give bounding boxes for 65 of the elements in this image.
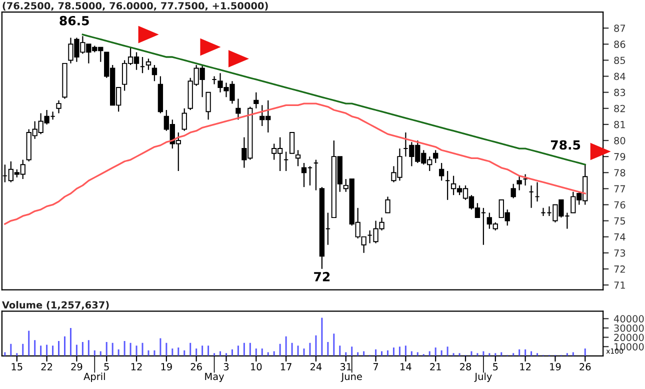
- y-tick-label: 72: [614, 265, 625, 273]
- y-tick-label: 80: [614, 136, 626, 144]
- y-tick-label: 83: [614, 88, 626, 96]
- y-tick-label: 81: [614, 120, 625, 128]
- candlestick: [182, 108, 187, 132]
- y-tick-label: 79: [614, 153, 626, 160]
- candlestick: [146, 58, 152, 70]
- y-tick-label: 87: [614, 24, 626, 32]
- candlestick: [152, 64, 158, 82]
- y-tick-label: 10000: [614, 343, 644, 350]
- candlestick: [385, 196, 390, 214]
- y-tick-label: 78: [614, 169, 626, 176]
- candlestick: [510, 183, 516, 199]
- y-tick-label: 71: [614, 282, 625, 289]
- candlestick: [433, 150, 438, 164]
- x-tick-label: 10: [251, 363, 262, 370]
- candlestick: [206, 92, 211, 120]
- y-tick-label: 76: [614, 201, 626, 209]
- candlestick: [254, 92, 259, 109]
- candlestick: [289, 132, 295, 154]
- y-tick-label: 73: [614, 249, 626, 257]
- x-tick-label: 14: [400, 363, 412, 370]
- x-tick-label: May: [205, 372, 224, 382]
- x-tick-label: 28: [460, 363, 472, 370]
- y-tick-label: 30000: [614, 324, 644, 332]
- x-tick-label: 29: [71, 363, 82, 370]
- y-tick-label: 75: [614, 217, 626, 225]
- y-tick-label: 82: [614, 104, 625, 112]
- annotation: 78.5: [550, 140, 580, 150]
- candlestick: [236, 98, 241, 120]
- x-tick-label: 31: [340, 363, 352, 370]
- x-tick-label: 5: [104, 363, 109, 370]
- x-tick-label: 26: [190, 363, 202, 370]
- x-tick-label: 21: [430, 363, 441, 370]
- y-tick-label: 40000: [614, 315, 644, 322]
- candlestick: [438, 162, 444, 182]
- y-tick-label: 85: [614, 56, 626, 64]
- y-tick-label: 84: [614, 72, 626, 80]
- annotation: 86.5: [60, 16, 89, 26]
- x-tick-label: June: [340, 372, 362, 382]
- annotation: 72: [314, 272, 330, 282]
- chart-title: (76.2500, 78.5000, 76.0000, 77.7500, +1.50000): [2, 2, 268, 11]
- x-tick-label: 22: [41, 363, 52, 370]
- x-tick-label: 26: [580, 363, 591, 370]
- x-tick-label: April: [84, 372, 105, 382]
- candlestick: [295, 150, 301, 167]
- y-tick-label: 77: [614, 185, 626, 192]
- x-tick-label: 5: [493, 363, 498, 370]
- x-tick-label: 3: [224, 363, 229, 370]
- x-tick-label: 12: [520, 363, 531, 370]
- candlestick: [516, 175, 522, 191]
- y-tick-label: 74: [614, 233, 626, 241]
- x-tick-label: 15: [12, 363, 22, 370]
- line-series: [82, 34, 586, 166]
- x-tick-label: July: [474, 372, 492, 382]
- x-tick-label: 12: [131, 363, 142, 370]
- x-tick-label: 7: [373, 363, 378, 370]
- x-tick-label: 19: [161, 363, 172, 370]
- x-tick-label: 24: [310, 363, 322, 370]
- candlestick: [56, 100, 62, 114]
- x-tick-label: 19: [550, 363, 561, 370]
- y-tick-label: 86: [614, 40, 626, 48]
- chart-title: Volume (1,257,637): [2, 301, 109, 310]
- y-tick-label: 20000: [614, 334, 644, 342]
- x-tick-label: 17: [280, 363, 292, 370]
